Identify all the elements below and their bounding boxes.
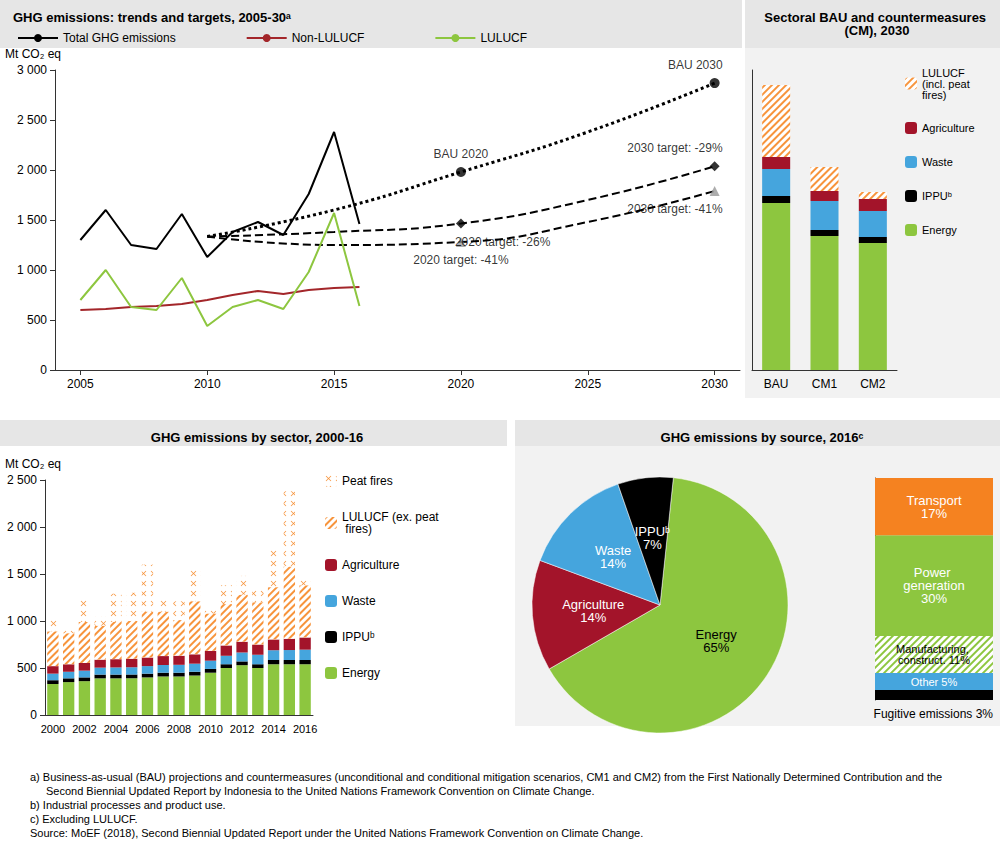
- svg-text:Waste: Waste: [342, 594, 376, 608]
- svg-text:2012: 2012: [230, 723, 254, 735]
- svg-text:Fugitive emissions 3%: Fugitive emissions 3%: [874, 707, 994, 721]
- svg-text:Agriculture: Agriculture: [562, 596, 625, 612]
- svg-text:14%: 14%: [580, 610, 606, 625]
- svg-text:GHG emissions by sector, 2000-: GHG emissions by sector, 2000-16: [151, 430, 363, 445]
- svg-text:1 500: 1 500: [7, 567, 37, 581]
- svg-text:LULUCF (ex. peat: LULUCF (ex. peat: [342, 510, 439, 524]
- svg-text:GHG emissions: trends and targ: GHG emissions: trends and targets, 2005-…: [13, 10, 291, 25]
- svg-text:1 500: 1 500: [17, 213, 47, 227]
- svg-text:Agriculture: Agriculture: [342, 558, 400, 572]
- svg-text:2014: 2014: [261, 723, 285, 735]
- html-text:c) Excluding LULUCF.: c) Excluding LULUCF.: [30, 813, 138, 825]
- svg-text:1 000: 1 000: [7, 614, 37, 628]
- svg-text:2016: 2016: [293, 723, 317, 735]
- svg-text:3 000: 3 000: [17, 63, 47, 77]
- svg-text:BAU 2030: BAU 2030: [668, 58, 723, 72]
- svg-text:Agriculture: Agriculture: [922, 122, 975, 134]
- svg-text:(incl. peat: (incl. peat: [922, 77, 973, 90]
- svg-text:Energy: Energy: [922, 224, 957, 236]
- svg-text:2 000: 2 000: [7, 520, 37, 534]
- svg-text:1 000: 1 000: [17, 263, 47, 277]
- svg-text:2006: 2006: [135, 723, 159, 735]
- svg-text:Peat fires: Peat fires: [342, 474, 393, 488]
- svg-text:2030 target: -41%: 2030 target: -41%: [627, 202, 723, 216]
- html-text:a) Business-as-usual (BAU) pro: a) Business-as-usual (BAU) projections a…: [30, 771, 943, 797]
- svg-text:2002: 2002: [72, 723, 96, 735]
- svg-text:7%: 7%: [643, 537, 662, 552]
- svg-text:IPPUᵇ: IPPUᵇ: [342, 630, 375, 644]
- svg-text:construct. 11%: construct. 11%: [898, 654, 970, 666]
- svg-text:BAU 2020: BAU 2020: [434, 147, 489, 161]
- svg-text:Transport: Transport: [906, 492, 962, 508]
- svg-text:2004: 2004: [104, 723, 128, 735]
- svg-text:2000: 2000: [41, 723, 65, 735]
- svg-text:CM2: CM2: [860, 377, 886, 391]
- svg-text:Mt CO₂ eq: Mt CO₂ eq: [5, 47, 61, 61]
- svg-text:(CM), 2030: (CM), 2030: [844, 23, 909, 38]
- svg-text:2020 target: -41%: 2020 target: -41%: [413, 253, 509, 267]
- svg-text:Total GHG emissions: Total GHG emissions: [63, 31, 176, 45]
- svg-text:500: 500: [27, 313, 47, 327]
- svg-text:Sectoral BAU and countermeasur: Sectoral BAU and countermeasures: [764, 10, 990, 25]
- svg-text:IPPUᵇ: IPPUᵇ: [922, 190, 952, 202]
- svg-text:Non-LULUCF: Non-LULUCF: [292, 31, 365, 45]
- svg-text:2005: 2005: [67, 377, 94, 391]
- svg-text:2 500: 2 500: [7, 473, 37, 487]
- svg-text:2020 target: -26%: 2020 target: -26%: [455, 235, 551, 249]
- svg-text:0: 0: [30, 708, 37, 722]
- svg-text:2025: 2025: [574, 377, 601, 391]
- svg-text:2 500: 2 500: [17, 113, 47, 127]
- svg-text:GHG emissions by source, 2016ᶜ: GHG emissions by source, 2016ᶜ: [661, 430, 864, 445]
- svg-text:fires): fires): [342, 522, 372, 536]
- svg-text:Energy: Energy: [695, 627, 737, 643]
- svg-text:LULUCF: LULUCF: [922, 66, 968, 79]
- svg-text:IPPUᵇ: IPPUᵇ: [634, 524, 670, 540]
- svg-text:30%: 30%: [921, 591, 947, 606]
- svg-text:Manufacturing,: Manufacturing,: [896, 643, 972, 656]
- svg-text:Mt CO₂ eq: Mt CO₂ eq: [5, 457, 61, 471]
- html-text:b) Industrial processes and pr: b) Industrial processes and product use.: [30, 799, 226, 811]
- svg-text:17%: 17%: [921, 506, 947, 521]
- svg-text:500: 500: [17, 661, 37, 675]
- svg-text:CM1: CM1: [812, 377, 838, 391]
- svg-text:2008: 2008: [167, 723, 191, 735]
- svg-text:2015: 2015: [321, 377, 348, 391]
- svg-text:2010: 2010: [194, 377, 221, 391]
- svg-text:14%: 14%: [600, 556, 626, 571]
- svg-text:fires): fires): [922, 89, 946, 101]
- svg-text:Waste: Waste: [594, 543, 632, 559]
- svg-text:2 000: 2 000: [17, 163, 47, 177]
- svg-text:BAU: BAU: [764, 377, 789, 391]
- svg-text:Power: Power: [913, 565, 955, 581]
- svg-text:generation: generation: [903, 578, 965, 594]
- svg-text:2030 target: -29%: 2030 target: -29%: [627, 141, 723, 155]
- svg-text:2020: 2020: [448, 377, 475, 391]
- svg-text:Energy: Energy: [342, 666, 380, 680]
- svg-text:LULUCF: LULUCF: [480, 31, 527, 45]
- svg-text:Waste: Waste: [922, 156, 953, 168]
- svg-text:0: 0: [40, 363, 47, 377]
- svg-text:Other 5%: Other 5%: [911, 676, 958, 688]
- svg-text:2030: 2030: [701, 377, 728, 391]
- html-text:Source: MoEF (2018), Second Bi: Source: MoEF (2018), Second Biennial Upd…: [30, 827, 644, 839]
- svg-text:65%: 65%: [703, 640, 729, 655]
- svg-text:2010: 2010: [198, 723, 222, 735]
